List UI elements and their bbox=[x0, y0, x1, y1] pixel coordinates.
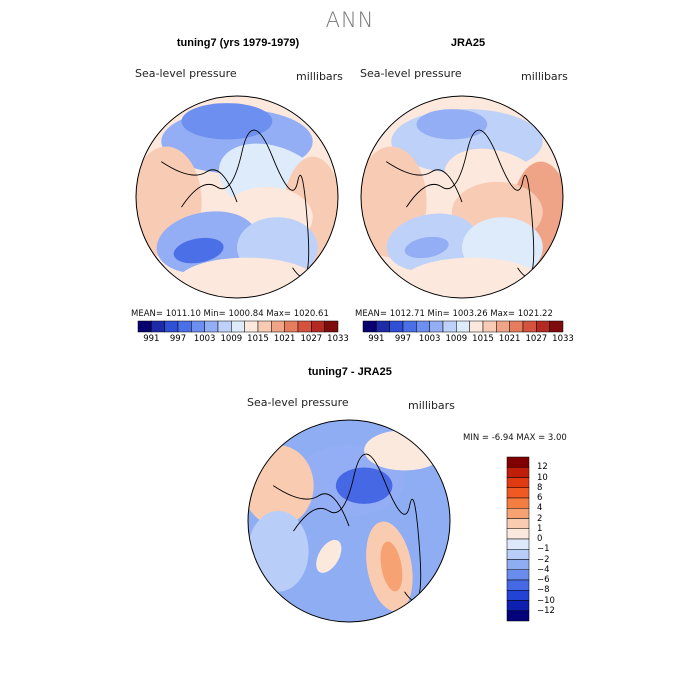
panel-1-colorbar-labels: 991 997 1003 1009 1015 1021 1027 1033 bbox=[0, 334, 700, 346]
panel-3-title: tuning7 - JRA25 bbox=[308, 366, 392, 378]
panel-1-colorbar-tick-label: 1009 bbox=[220, 334, 243, 344]
panel-1-colorbar-tick-label: 1027 bbox=[300, 334, 323, 344]
panel-3-colorbar-tick-label: 1 bbox=[537, 523, 543, 534]
panel-2-colorbar-tick-label: 1033 bbox=[552, 334, 574, 344]
panel-2-colorbar-tick-label: 1021 bbox=[498, 334, 521, 344]
panel-1-colorbar-tick-label: 1003 bbox=[193, 334, 216, 344]
panel-2-stats: MEAN= 1012.71 Min= 1003.26 Max= 1021.22 bbox=[355, 309, 553, 319]
panel-2-variable-label: Sea-level pressure bbox=[360, 67, 462, 80]
panel-2-colorbar-tick-label: 991 bbox=[368, 334, 385, 344]
panel-2-colorbar-labels: 991 997 1003 1009 1015 1021 1027 1033 bbox=[0, 334, 700, 346]
panel-1-title: tuning7 (yrs 1979-1979) bbox=[176, 37, 300, 49]
panel-3-colorbar-tick-label: −8 bbox=[537, 585, 550, 596]
panel-3-colorbar-tick-label: 10 bbox=[537, 472, 548, 483]
panel-3-colorbar-tick-label: −2 bbox=[537, 554, 550, 565]
panel-1-colorbar-tick-label: 1015 bbox=[247, 334, 269, 344]
panel-2-units-label: millibars bbox=[521, 70, 568, 83]
panel-1-stats: MEAN= 1011.10 Min= 1000.84 Max= 1020.61 bbox=[131, 309, 329, 319]
panel-2-colorbar-tick-label: 1003 bbox=[418, 334, 441, 344]
panel-3-colorbar-tick-label: −6 bbox=[537, 575, 550, 585]
panel-3-variable-label: Sea-level pressure bbox=[247, 396, 349, 409]
panel-3-colorbar-tick-label: 4 bbox=[537, 503, 543, 514]
panel-1-colorbar-tick-label: 1033 bbox=[327, 334, 349, 344]
panel-3-colorbar-tick-label: 2 bbox=[537, 513, 543, 524]
panel-3-colorbar-tick-label: 6 bbox=[537, 493, 543, 503]
panel-2-colorbar-tick-label: 997 bbox=[394, 334, 412, 344]
panel-2-title: JRA25 bbox=[450, 37, 486, 49]
panel-3-stats: MIN = -6.94 MAX = 3.00 bbox=[463, 433, 567, 443]
panel-1-colorbar-tick-label: 1021 bbox=[273, 334, 296, 344]
panel-2-colorbar-tick-label: 1015 bbox=[472, 334, 494, 344]
panel-1-units-label: millibars bbox=[296, 70, 343, 83]
panel-1-variable-label: Sea-level pressure bbox=[135, 67, 237, 80]
panel-3-colorbar-tick-label: 8 bbox=[537, 482, 543, 493]
panel-3-colorbar-tick-label: −1 bbox=[537, 544, 550, 555]
panel-3-colorbar-tick-label: −10 bbox=[537, 595, 555, 606]
panel-1-colorbar-tick-label: 991 bbox=[143, 334, 160, 344]
panel-3-units-label: millibars bbox=[408, 399, 455, 412]
panel-3-colorbar-tick-label: −4 bbox=[537, 564, 550, 575]
panel-2-colorbar-tick-label: 1027 bbox=[525, 334, 548, 344]
panel-3-colorbar-tick-label: 0 bbox=[537, 534, 543, 544]
page-title: ANN bbox=[325, 8, 375, 32]
panel-2-colorbar-tick-label: 1009 bbox=[445, 334, 468, 344]
panel-3-colorbar-tick-label: 12 bbox=[537, 462, 548, 473]
panel-1-colorbar-tick-label: 997 bbox=[169, 334, 187, 344]
panel-3-colorbar-tick-label: −12 bbox=[537, 605, 555, 616]
